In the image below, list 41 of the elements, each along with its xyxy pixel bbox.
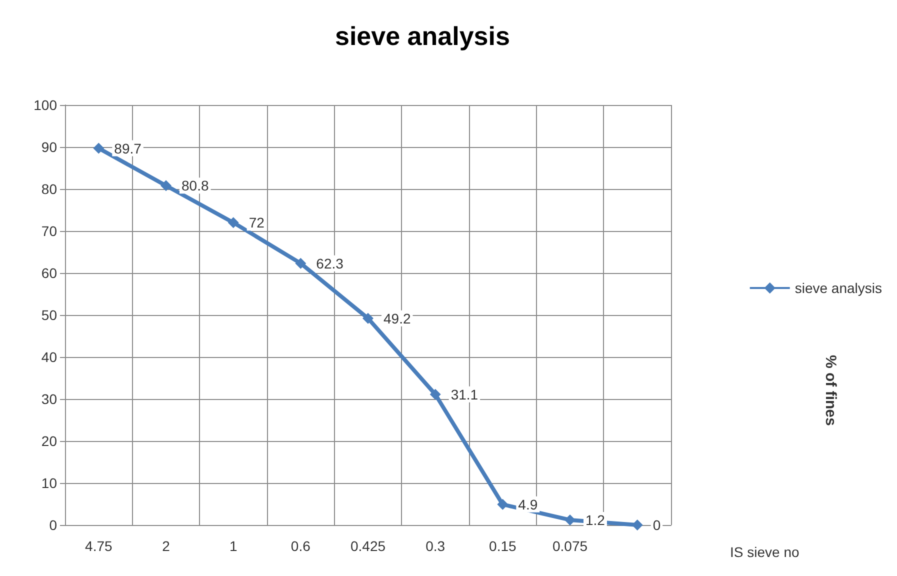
point: [160, 180, 172, 192]
point: [228, 217, 239, 228]
data-label: 0: [652, 517, 661, 533]
point: [632, 520, 643, 530]
y-tick-label: 20: [41, 433, 58, 449]
data-label: 4.9: [518, 496, 538, 512]
text: % of fines: [822, 355, 839, 426]
x-tick-label: 4.75: [85, 538, 113, 554]
y-tick-label: 70: [41, 223, 58, 239]
y-tick-label: 30: [41, 391, 58, 407]
x-tick-label: 2: [162, 538, 170, 554]
y-tick-label: 100: [34, 97, 58, 113]
x-tick-label: 0.6: [290, 538, 311, 554]
x-tick-label: 0.425: [350, 538, 386, 554]
data-label: 80.8: [182, 178, 209, 194]
y-tick-label: 80: [41, 181, 58, 197]
y-tick-label: 50: [41, 307, 58, 323]
point: [362, 312, 374, 324]
data-label: 31.1: [450, 386, 478, 402]
data-label: 72: [248, 214, 265, 231]
data-label: 62.3: [316, 255, 344, 272]
chart-title: sieve analysis: [335, 21, 510, 51]
data-label: 49.2: [384, 310, 411, 326]
x-tick-label: 0.075: [552, 538, 588, 554]
x-axis-title: IS sieve no: [730, 544, 800, 560]
data-label: 1.2: [586, 512, 606, 528]
point: [497, 498, 508, 510]
point: [430, 388, 441, 400]
data-label: 89.7: [114, 140, 142, 156]
x-tick-label: 1: [229, 538, 238, 554]
y-tick-label: 60: [41, 265, 58, 281]
x-tick-label: 0.15: [489, 538, 517, 554]
y-tick-label: 10: [41, 475, 58, 491]
legend-label: sieve analysis: [794, 280, 882, 296]
y-tick-label: 0: [49, 517, 58, 533]
point: [295, 258, 306, 269]
point: [93, 142, 104, 154]
x-tick-label: 0.3: [426, 538, 446, 554]
y-tick-label: 90: [41, 139, 58, 155]
point: [564, 514, 576, 526]
y-tick-label: 40: [41, 349, 58, 365]
